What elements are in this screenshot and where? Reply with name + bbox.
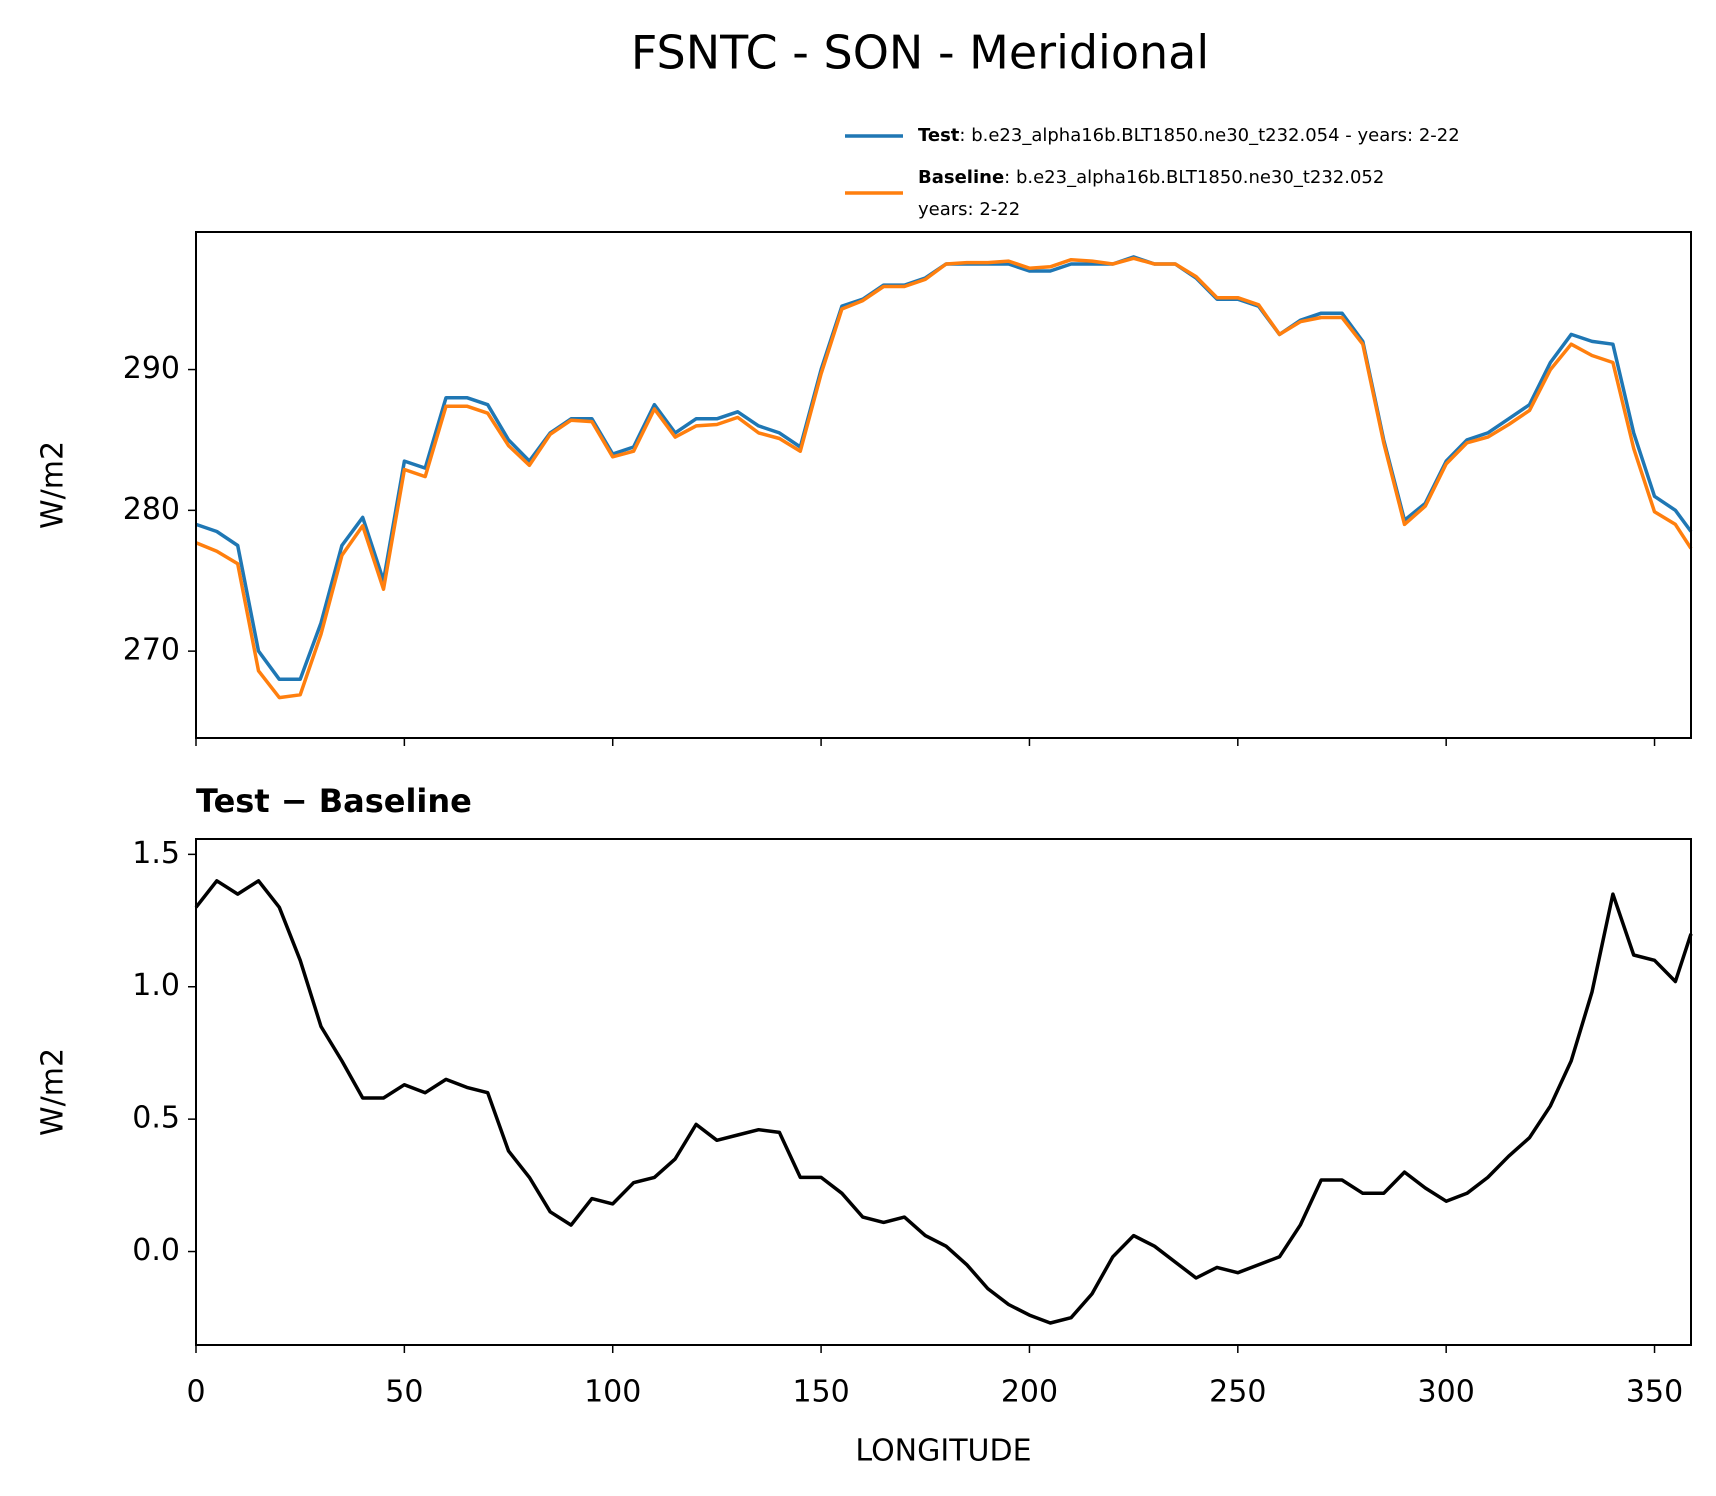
y-tick-label: 1.5 xyxy=(132,836,180,871)
x-tick-label: 250 xyxy=(1209,1375,1266,1410)
x-tick-label: 0 xyxy=(186,1375,205,1410)
data-line xyxy=(195,256,1693,700)
x-tick-label: 150 xyxy=(792,1375,849,1410)
legend-label: Baseline: b.e23_alpha16b.BLT1850.ne30_t2… xyxy=(918,167,1384,188)
x-axis-label: LONGITUDE xyxy=(855,1434,1031,1469)
legend-description: : b.e23_alpha16b.BLT1850.ne30_t232.054 -… xyxy=(959,125,1459,146)
y-tick-label: 0.0 xyxy=(132,1233,180,1268)
data-line xyxy=(195,255,1693,682)
y-axis-label: W/m2 xyxy=(36,1048,71,1136)
legend-name: Test xyxy=(918,125,960,146)
x-tick-label: 200 xyxy=(1001,1375,1058,1410)
y-tick-label: 1.0 xyxy=(132,968,180,1003)
x-tick-label: 50 xyxy=(385,1375,423,1410)
chart-title: FSNTC - SON - Meridional xyxy=(631,26,1209,80)
x-tick-label: 100 xyxy=(584,1375,641,1410)
y-tick-label: 280 xyxy=(123,492,180,527)
y-tick-label: 270 xyxy=(123,633,180,668)
legend-name: Baseline xyxy=(918,167,1004,188)
plot-frame xyxy=(195,231,1692,739)
plot-frame xyxy=(195,838,1692,1346)
data-line xyxy=(194,879,1693,1325)
legend-label: Test: b.e23_alpha16b.BLT1850.ne30_t232.0… xyxy=(918,125,1460,146)
y-tick-label: 0.5 xyxy=(132,1101,180,1136)
legend-description: years: 2-22 xyxy=(918,199,1020,220)
legend-description: : b.e23_alpha16b.BLT1850.ne30_t232.052 xyxy=(1004,167,1384,188)
y-tick-label: 290 xyxy=(123,351,180,386)
x-tick-label: 350 xyxy=(1626,1375,1683,1410)
subtitle: Test − Baseline xyxy=(196,782,472,820)
y-axis-label: W/m2 xyxy=(36,441,71,529)
x-tick-label: 300 xyxy=(1418,1375,1475,1410)
